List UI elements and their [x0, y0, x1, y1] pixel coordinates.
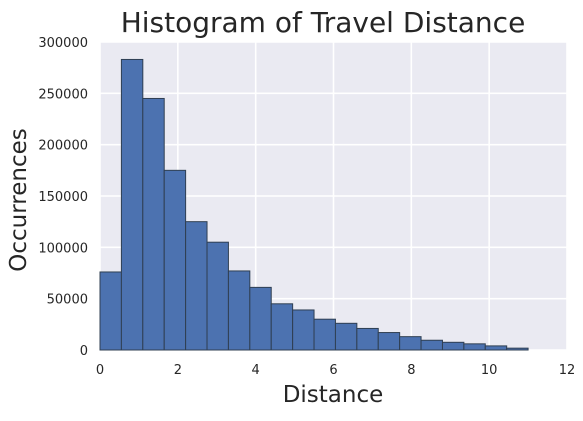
- histogram-bar: [228, 271, 249, 350]
- y-tick-label: 200000: [38, 139, 88, 154]
- x-tick-label: 0: [96, 363, 104, 378]
- histogram-bar: [442, 342, 463, 350]
- histogram-bar: [250, 287, 271, 350]
- y-axis-ticks: 0 50000 100000 150000 200000 250000 300000: [38, 36, 88, 359]
- y-tick-label: 150000: [38, 190, 88, 205]
- x-tick-label: 10: [481, 363, 498, 378]
- histogram-bar: [507, 348, 528, 350]
- x-tick-label: 4: [252, 363, 260, 378]
- histogram-bar: [485, 346, 506, 350]
- histogram-bar: [357, 328, 378, 350]
- histogram-bar: [143, 98, 164, 350]
- chart-title: Histogram of Travel Distance: [121, 6, 526, 39]
- y-tick-label: 100000: [38, 241, 88, 256]
- histogram-bar: [464, 344, 485, 350]
- y-tick-label: 0: [80, 344, 88, 359]
- histogram-bar: [100, 272, 121, 350]
- histogram-bar: [121, 59, 142, 350]
- x-tick-label: 8: [407, 363, 415, 378]
- histogram-bar: [400, 337, 421, 350]
- y-axis-label: Occurrences: [6, 128, 32, 271]
- y-tick-label: 50000: [47, 293, 88, 308]
- histogram-bar: [378, 333, 399, 350]
- x-tick-label: 2: [174, 363, 182, 378]
- x-tick-label: 6: [329, 363, 337, 378]
- histogram-bar: [271, 304, 292, 350]
- histogram-bar: [186, 222, 207, 350]
- histogram-bar: [207, 242, 228, 350]
- histogram-bar: [314, 319, 335, 350]
- y-tick-label: 250000: [38, 87, 88, 102]
- histogram-bar: [421, 340, 442, 350]
- histogram-bar: [293, 310, 314, 350]
- x-axis-label: Distance: [283, 382, 384, 408]
- x-tick-label: 12: [559, 363, 576, 378]
- y-tick-label: 300000: [38, 36, 88, 51]
- x-axis-ticks: 0 2 4 6 8 10 12: [96, 363, 575, 378]
- histogram-bar: [164, 170, 185, 350]
- histogram-bar: [335, 323, 356, 350]
